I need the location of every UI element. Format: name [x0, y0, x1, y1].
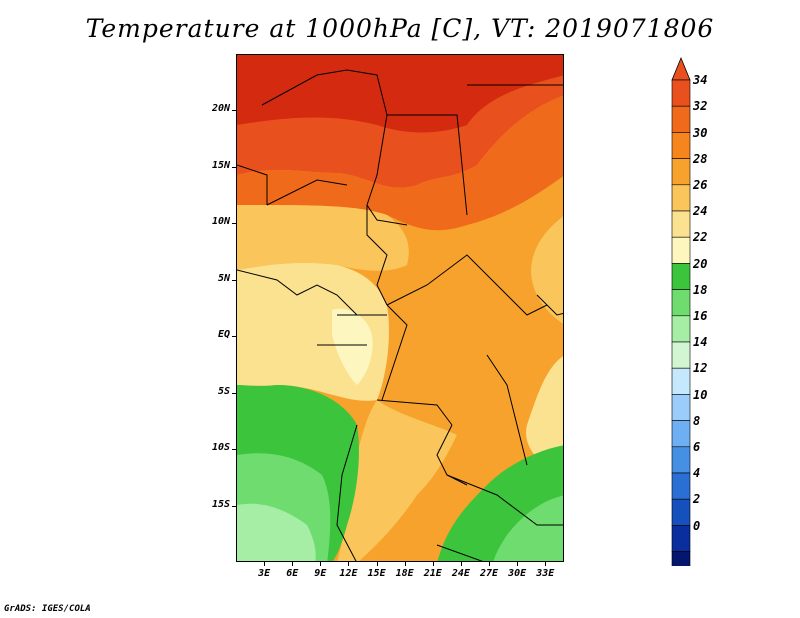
colorbar-swatch	[671, 210, 691, 238]
colorbar-swatch	[671, 184, 691, 212]
colorbar-overflow-triangle	[671, 56, 691, 81]
colorbar-swatch	[671, 289, 691, 317]
lon-tick	[432, 562, 434, 566]
colorbar-label: 14	[693, 335, 708, 350]
colorbar-swatch	[671, 420, 691, 448]
lon-label: 30E	[508, 568, 527, 579]
colorbar-swatch	[671, 236, 691, 264]
lon-label: 3E	[258, 568, 271, 579]
colorbar-label: 10	[693, 387, 708, 402]
colorbar-swatch	[671, 394, 691, 421]
colorbar-label: 12	[693, 361, 708, 376]
colorbar-label: 18	[693, 282, 708, 297]
lat-label: 15N	[211, 159, 230, 171]
colorbar-swatch	[671, 263, 691, 290]
country-borders	[237, 69, 563, 561]
lon-label: 27E	[479, 568, 499, 579]
colorbar-label: 30	[693, 125, 708, 140]
lon-label: 24E	[451, 568, 470, 579]
colorbar-label: 8	[693, 413, 701, 428]
colorbar-label: 24	[693, 204, 708, 219]
colorbar-swatch	[671, 498, 691, 526]
lat-tick	[232, 505, 236, 507]
lon-tick	[460, 562, 462, 566]
lon-tick	[489, 562, 491, 566]
colorbar-swatch	[671, 551, 691, 566]
colorbar-label: 22	[693, 230, 708, 245]
colorbar-label: 0	[693, 518, 701, 533]
lon-tick	[376, 562, 378, 566]
field-16-18-west	[237, 503, 316, 561]
lon-label: 15E	[367, 568, 386, 579]
lat-label: 5S	[217, 385, 230, 397]
lat-tick	[232, 392, 236, 394]
colorbar-label: 28	[693, 151, 708, 166]
lat-tick	[232, 110, 236, 112]
lon-label: 21E	[423, 568, 442, 579]
lon-tick	[320, 562, 322, 566]
map-title: Temperature at 1000hPa [C], VT: 20190718…	[85, 14, 715, 43]
lon-label: 33E	[536, 568, 555, 579]
colorbar-label: 26	[693, 178, 708, 192]
colorbar-swatch	[671, 315, 691, 343]
field-30-32	[237, 95, 563, 231]
colorbar	[671, 56, 691, 566]
lon-label: 6E	[286, 568, 299, 579]
lon-label: 9E	[314, 568, 327, 579]
lat-label: 10S	[211, 442, 230, 454]
lat-label: 20N	[211, 103, 230, 115]
lon-tick	[348, 562, 350, 566]
lon-tick	[404, 562, 406, 566]
field-26-28-south	[337, 400, 457, 561]
temperature-map	[236, 54, 564, 562]
colorbar-label: 6	[693, 440, 701, 454]
colorbar-label: 4	[693, 466, 701, 481]
lat-label: EQ	[217, 329, 230, 341]
lon-label: 18E	[395, 568, 414, 579]
colorbar-swatch	[671, 446, 691, 474]
lon-tick	[517, 562, 519, 566]
colorbar-swatch	[671, 367, 691, 395]
lat-label: 15S	[211, 498, 230, 510]
field-22-24	[332, 308, 373, 385]
colorbar-label: 34	[693, 73, 708, 88]
temperature-field	[237, 55, 563, 561]
lat-tick	[232, 336, 236, 338]
lat-tick	[232, 223, 236, 225]
colorbar-swatch	[671, 105, 691, 133]
colorbar-swatch	[671, 525, 691, 552]
lon-tick	[545, 562, 547, 566]
lon-tick	[264, 562, 266, 566]
lat-label: 5N	[217, 272, 230, 284]
colorbar-label: 16	[693, 309, 708, 323]
colorbar-label: 2	[693, 492, 701, 507]
colorbar-label: 32	[693, 99, 708, 114]
lat-tick	[232, 279, 236, 281]
lat-tick	[232, 166, 236, 168]
field-26-28-west	[237, 205, 409, 271]
lon-tick	[292, 562, 294, 566]
colorbar-swatch	[671, 132, 691, 159]
field-24-26-east	[526, 356, 563, 475]
credit-text: GrADS: IGES/COLA	[4, 604, 91, 614]
colorbar-swatch	[671, 341, 691, 369]
colorbar-swatch	[671, 79, 691, 107]
colorbar-swatch	[671, 472, 691, 500]
field-18-20-east	[493, 495, 563, 561]
lat-tick	[232, 449, 236, 451]
colorbar-swatch	[671, 158, 691, 186]
colorbar-label: 20	[693, 256, 708, 271]
lat-label: 10N	[211, 216, 230, 228]
lon-label: 12E	[339, 568, 358, 579]
